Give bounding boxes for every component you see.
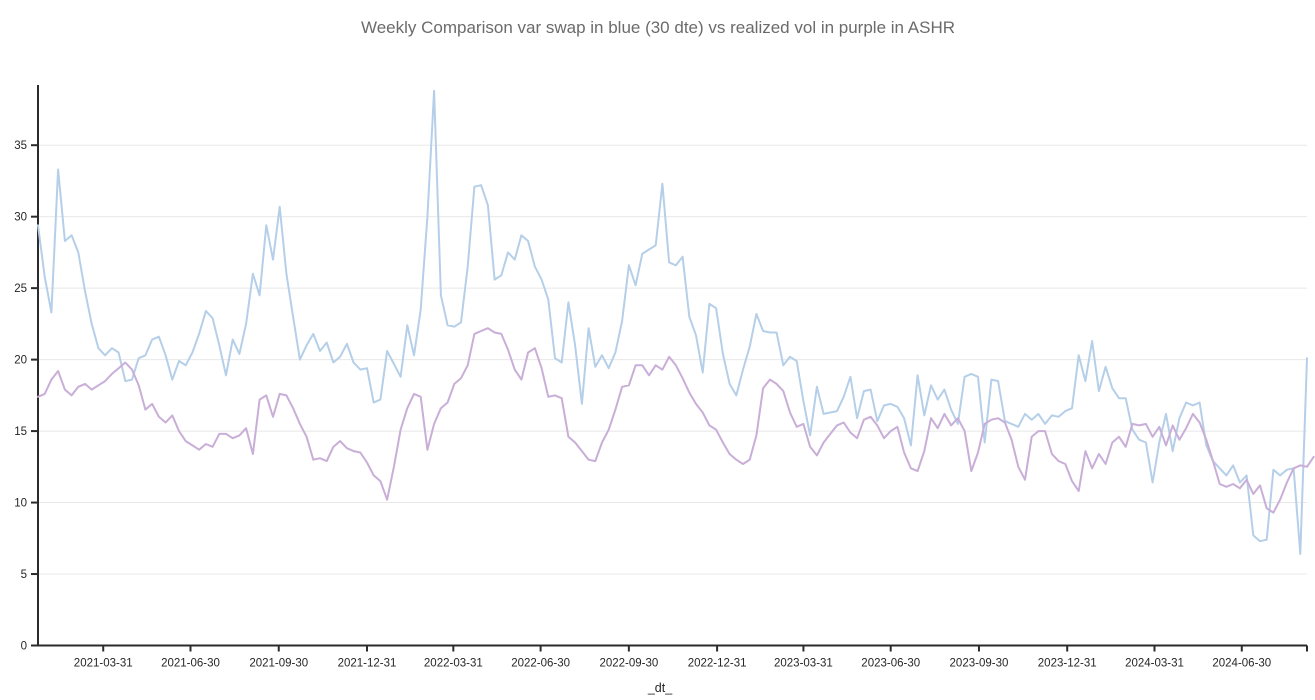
x-tick-label: 2022-03-31 — [424, 658, 483, 670]
axes — [31, 85, 1308, 652]
x-tick-label: 2021-09-30 — [249, 658, 308, 670]
gridlines — [38, 144, 1307, 575]
tick-labels: 0 5 10 15 20 25 30 35 2021-03-31 2021-06-30 2021-0… — [14, 140, 1271, 669]
series-line-var-swap — [37, 89, 1308, 555]
y-tick-label: 0 — [21, 641, 27, 653]
y-tick-label: 25 — [14, 283, 27, 295]
x-tick-label: 2023-03-31 — [774, 658, 833, 670]
x-tick-label: 2021-03-31 — [74, 658, 133, 670]
x-tick-label: 2024-03-31 — [1125, 658, 1184, 670]
y-tick-label: 15 — [14, 426, 27, 438]
x-tick-label: 2021-06-30 — [161, 658, 220, 670]
y-tick-label: 30 — [14, 212, 27, 224]
x-tick-label: 2024-06-30 — [1212, 658, 1271, 670]
x-tick-label: 2022-12-31 — [688, 658, 747, 670]
series-line-realized-vol — [37, 327, 1315, 514]
chart-title: Weekly Comparison var swap in blue (30 d… — [361, 18, 955, 37]
y-tick-label: 5 — [21, 569, 27, 581]
x-tick-label: 2023-12-31 — [1038, 658, 1097, 670]
x-tick-label: 2022-06-30 — [511, 658, 570, 670]
series-lines — [37, 89, 1315, 555]
x-tick-label: 2022-09-30 — [599, 658, 658, 670]
x-tick-label: 2023-06-30 — [861, 658, 920, 670]
x-tick-label: 2021-12-31 — [338, 658, 397, 670]
x-axis-label: _dt_ — [647, 681, 673, 695]
y-tick-label: 10 — [14, 498, 27, 510]
y-tick-label: 20 — [14, 355, 27, 367]
y-tick-label: 35 — [14, 140, 27, 152]
x-tick-label: 2023-09-30 — [950, 658, 1009, 670]
